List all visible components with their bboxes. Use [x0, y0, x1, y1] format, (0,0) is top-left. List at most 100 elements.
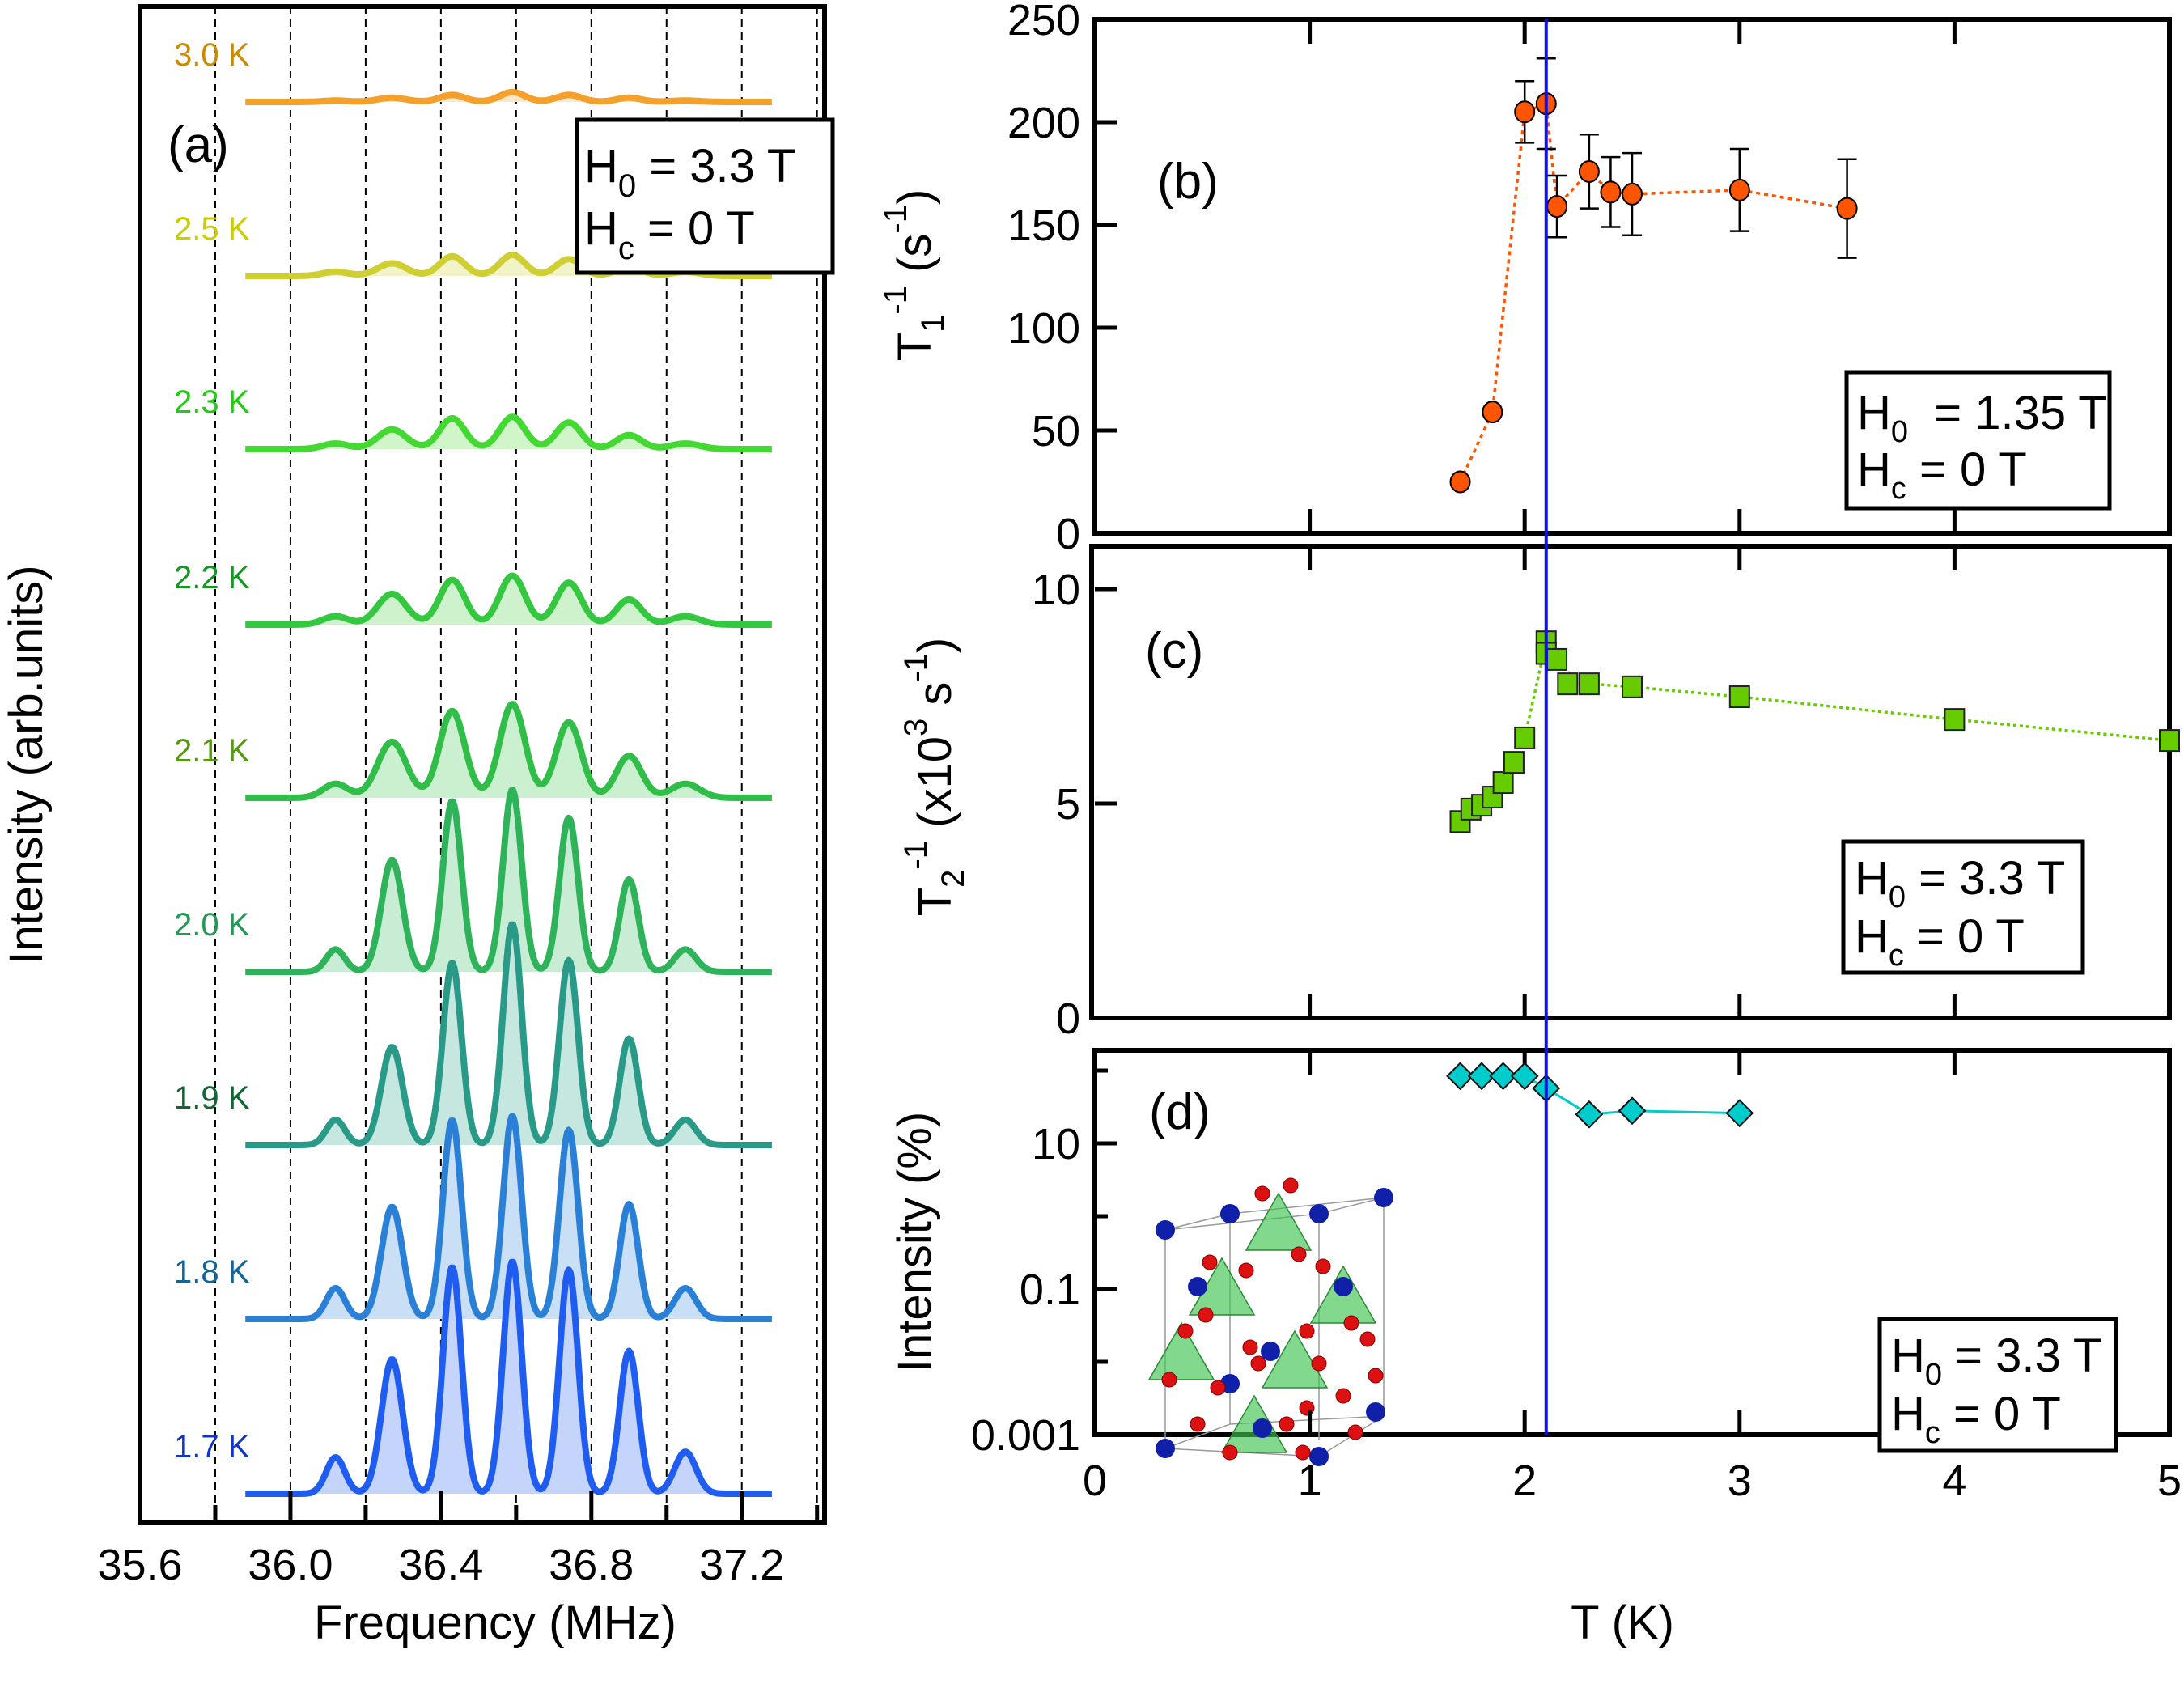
- inset-red-atom: [1250, 1355, 1266, 1372]
- b-data-point: [1578, 159, 1600, 183]
- temperature-label: 1.7 K: [174, 1429, 250, 1465]
- inset-blue-atom: [1220, 1204, 1240, 1223]
- a-x-tick-label: 36.8: [549, 1541, 634, 1589]
- c-data-point: [1503, 751, 1525, 774]
- b-panel-label: (b): [1157, 154, 1219, 210]
- b-legend: H0 = 1.35 T Hc = 0 T: [1844, 370, 2112, 511]
- inset-blue-atom: [1188, 1277, 1207, 1296]
- inset-red-atom: [1368, 1368, 1384, 1384]
- temperature-label: 1.9 K: [174, 1080, 250, 1116]
- b-data-point: [1514, 100, 1536, 124]
- d-data-point: [1510, 1062, 1539, 1091]
- inset-cell-edge: [1164, 1213, 1320, 1231]
- d-legend-box: [1877, 1317, 2118, 1453]
- b-legend-line2: Hc = 0 T: [1857, 443, 2027, 506]
- temperature-label: 2.1 K: [174, 733, 250, 769]
- d-x-tick-label: 0: [1083, 1457, 1107, 1505]
- d-x-tick-label: 3: [1728, 1457, 1752, 1505]
- b-data-point: [1836, 197, 1858, 220]
- d-y-tick-label: 0.1: [1020, 1266, 1080, 1314]
- crystal-structure-inset: [1147, 1177, 1393, 1466]
- c-panel-label: (c): [1145, 623, 1203, 679]
- inset-red-atom: [1335, 1388, 1351, 1404]
- temperature-label: 2.2 K: [174, 560, 250, 596]
- b-plot-frame: [1092, 17, 2172, 536]
- b-y-tick-label: 250: [1007, 0, 1080, 45]
- d-legend-line2: Hc = 0 T: [1891, 1388, 2061, 1450]
- b-data-point: [1482, 401, 1503, 424]
- temperature-label: 3.0 K: [174, 37, 250, 73]
- inset-blue-atom: [1261, 1342, 1280, 1361]
- d-y-tick-label: 0.001: [971, 1411, 1080, 1460]
- inset-red-atom: [1291, 1246, 1307, 1262]
- inset-blue-atom: [1156, 1439, 1175, 1458]
- inset-red-atom: [1315, 1258, 1331, 1274]
- inset-blue-atom: [1334, 1277, 1353, 1296]
- a-panel-label: (a): [168, 117, 229, 173]
- inset-red-atom: [1343, 1315, 1359, 1331]
- inset-cell-edge: [1164, 1213, 1231, 1231]
- a-x-tick-label: 36.4: [398, 1541, 483, 1589]
- b-data-point: [1449, 470, 1471, 494]
- d-legend: H0 = 3.3 T Hc = 0 T: [1877, 1317, 2118, 1453]
- c-data-point: [2159, 729, 2180, 753]
- b-y-tick-label: 150: [1007, 201, 1080, 250]
- a-x-axis-label: Frequency (MHz): [314, 1597, 676, 1649]
- c-legend-line2: Hc = 0 T: [1855, 910, 2025, 973]
- d-data: [1446, 1062, 1754, 1129]
- d-legend-line1: H0 = 3.3 T: [1891, 1329, 2101, 1392]
- inset-blue-atom: [1253, 1418, 1272, 1438]
- panel-d-intensity: 0.001 0.1 10 0 1 2 3 4 5 (d) H0 = 3.3 T Hc = 0 T…: [888, 1048, 2182, 1649]
- c-data-point: [1622, 675, 1643, 698]
- d-x-tick-label: 4: [1942, 1457, 1966, 1505]
- d-x-tick-label: 1: [1298, 1457, 1322, 1505]
- a-x-tick-label: 35.6: [97, 1541, 182, 1589]
- inset-red-atom: [1190, 1416, 1206, 1432]
- c-y-tick-label: 10: [1032, 566, 1080, 614]
- c-y-axis-label: T2-1 (x103 s-1): [898, 638, 971, 917]
- a-x-ticks: 35.6 36.0 36.4 36.8 37.2: [97, 1491, 820, 1589]
- d-x-axis-label: T (K): [1571, 1597, 1674, 1649]
- a-x-tick-label: 36.0: [248, 1541, 333, 1589]
- b-y-tick-label: 100: [1007, 304, 1080, 353]
- b-legend-line1: H0 = 1.35 T: [1857, 387, 2107, 449]
- inset-red-atom: [1222, 1444, 1238, 1461]
- d-ticks: 0.001 0.1 10 0 1 2 3 4 5: [971, 1050, 2182, 1505]
- a-legend-line1: H0 = 3.3 T: [584, 140, 795, 204]
- temperature-label: 1.8 K: [174, 1254, 250, 1290]
- b-data-point: [1728, 178, 1750, 201]
- inset-cell-edge: [1229, 1197, 1385, 1215]
- c-legend: H0 = 3.3 T Hc = 0 T: [1841, 839, 2085, 975]
- inset-red-atom: [1299, 1400, 1315, 1416]
- temperature-label: 2.3 K: [174, 384, 250, 420]
- d-data-point: [1489, 1062, 1518, 1091]
- inset-blue-atom: [1309, 1204, 1329, 1223]
- d-panel-label: (d): [1149, 1084, 1211, 1140]
- c-data-point: [1944, 708, 1966, 732]
- b-y-tick-label: 200: [1007, 99, 1080, 147]
- inset-red-atom: [1295, 1444, 1311, 1461]
- inset-blue-atom: [1309, 1447, 1329, 1466]
- temperature-label: 2.5 K: [174, 211, 250, 247]
- a-x-tick-label: 37.2: [699, 1541, 784, 1589]
- b-connecting-line: [1458, 101, 1847, 483]
- c-data-point: [1546, 647, 1568, 671]
- c-data-point: [1578, 672, 1600, 696]
- d-data-point: [1575, 1100, 1604, 1129]
- inset-tetrahedron: [1261, 1329, 1329, 1389]
- c-data-point: [1492, 771, 1514, 795]
- inset-red-atom: [1177, 1323, 1194, 1339]
- b-ticks: 0 50 100 150 200 250: [1007, 0, 1957, 558]
- a-legend-box: [575, 117, 835, 275]
- inset-blue-atom: [1156, 1220, 1175, 1240]
- a-plot-frame: [138, 4, 827, 1525]
- inset-red-atom: [1283, 1177, 1299, 1194]
- panel-a-nmr-spectra: 3.0 K 2.5 K 2.3 K 2.2 K 2.1 K 2.0 K 1.9 K 1.8 K…: [0, 4, 835, 1649]
- spectrum-fill: [245, 790, 772, 972]
- a-y-axis-label: Intensity (arb.units): [0, 565, 53, 964]
- d-data-point: [1725, 1099, 1754, 1128]
- b-data-point: [1600, 180, 1622, 204]
- spectrum-line: [244, 1113, 774, 1322]
- inset-tetrahedron: [1245, 1192, 1313, 1251]
